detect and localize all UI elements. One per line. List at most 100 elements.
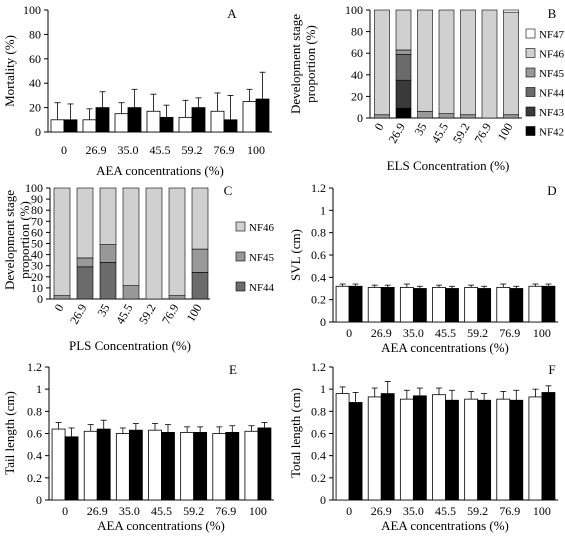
x-tick-label: 35.0 bbox=[403, 326, 424, 340]
y-tick-label: 20 bbox=[29, 101, 41, 115]
bar-control bbox=[528, 285, 543, 323]
stacked-segment-nf45 bbox=[168, 295, 186, 300]
bar-control bbox=[244, 430, 259, 501]
stacked-segment-nf46 bbox=[438, 9, 455, 114]
y-tick-label: 0.6 bbox=[311, 248, 326, 262]
y-tick-label: 1 bbox=[320, 203, 326, 217]
legend-swatch-nf44 bbox=[525, 87, 536, 97]
y-tick-label: 1 bbox=[36, 382, 42, 396]
stacked-segment-nf46 bbox=[417, 9, 433, 112]
bar-control bbox=[115, 433, 130, 501]
x-tick-label: 0 bbox=[61, 143, 67, 157]
y-tick-label: 0 bbox=[37, 292, 43, 306]
bar-treatment bbox=[412, 395, 427, 501]
x-tick-label: 59.2 bbox=[182, 143, 203, 157]
stacked-segment-nf46 bbox=[168, 187, 186, 296]
panel-f-total-length-chart: F 0 0.2 0.4 0.6 0.8 1 1.2 AEA concentrations (%… bbox=[288, 360, 558, 533]
y-axis-label-line1: Development stage bbox=[2, 190, 17, 290]
bar-treatment bbox=[255, 98, 270, 133]
bar-control bbox=[148, 429, 162, 501]
bar-control bbox=[367, 286, 382, 323]
bar-treatment bbox=[477, 399, 492, 501]
y-tick-label: 1.2 bbox=[311, 360, 326, 374]
x-tick-label: 45.5 bbox=[151, 504, 172, 518]
bar-control bbox=[335, 285, 350, 323]
x-axis-label: AEA concentrations (%) bbox=[381, 340, 509, 355]
legend-label: NF47 bbox=[539, 29, 565, 41]
stacked-segment-nf46 bbox=[481, 9, 498, 119]
y-axis-label-line2: proportion (%) bbox=[17, 201, 32, 279]
bar-treatment bbox=[161, 431, 175, 501]
x-tick-label: 100 bbox=[249, 504, 267, 518]
bar-control bbox=[50, 119, 65, 133]
stacked-segment-nf44 bbox=[99, 262, 117, 300]
panel-b-els-stage-chart: B 0 20 40 60 80 100 ELS Concentration (%) Devel… bbox=[288, 3, 565, 173]
bar-control bbox=[464, 398, 479, 501]
stacked-segment-nf46 bbox=[374, 9, 390, 116]
legend-label: NF42 bbox=[539, 127, 564, 139]
x-tick-label: 76.9 bbox=[471, 121, 494, 146]
bar-treatment bbox=[95, 107, 110, 133]
stacked-segment-nf44 bbox=[191, 272, 209, 300]
x-tick-label: 59.2 bbox=[467, 504, 488, 518]
stacked-segment-nf44 bbox=[76, 266, 94, 300]
x-tick-label: 26.9 bbox=[67, 302, 90, 327]
stacked-segment-nf46 bbox=[191, 187, 209, 250]
y-axis-label: SVL (cm) bbox=[288, 229, 303, 281]
x-tick-label: 59.2 bbox=[136, 302, 159, 327]
bar-treatment bbox=[445, 399, 459, 501]
stacked-segment-nf46 bbox=[122, 187, 140, 286]
bar-control bbox=[82, 119, 97, 133]
bar-control bbox=[464, 286, 479, 323]
y-tick-label: 80 bbox=[351, 25, 363, 39]
bar-treatment bbox=[191, 107, 206, 133]
x-tick-label: 76.9 bbox=[214, 143, 235, 157]
y-tick-label: 0.4 bbox=[27, 449, 42, 463]
x-tick-label: 76.9 bbox=[499, 326, 520, 340]
y-tick-label: 1.2 bbox=[311, 181, 326, 195]
panel-a-mortality-chart: A 0 20 40 60 80 100 AEA concentrations (%) Mort… bbox=[2, 3, 272, 178]
panel-d-letter: D bbox=[547, 183, 556, 198]
stacked-segment-nf45 bbox=[503, 114, 519, 119]
x-tick-label: 100 bbox=[183, 302, 204, 325]
y-tick-label: 60 bbox=[351, 46, 363, 60]
stacked-segment-nf46 bbox=[460, 9, 476, 116]
x-tick-label: 45.5 bbox=[150, 143, 171, 157]
stacked-segment-nf44 bbox=[395, 53, 412, 81]
y-tick-label: 1 bbox=[320, 382, 326, 396]
legend-swatch-nf46 bbox=[525, 48, 536, 58]
stacked-segment-nf43 bbox=[395, 79, 412, 109]
stacked-segment-nf45 bbox=[374, 114, 390, 119]
y-tick-label: 70 bbox=[31, 214, 43, 228]
y-tick-label: 0.6 bbox=[27, 427, 42, 441]
panel-a-letter: A bbox=[227, 6, 237, 21]
bar-treatment bbox=[380, 393, 395, 501]
stacked-segment-nf45 bbox=[460, 114, 476, 119]
legend-label: NF43 bbox=[539, 107, 565, 119]
stacked-segment-nf42 bbox=[395, 107, 412, 119]
y-tick-label: 0 bbox=[36, 493, 42, 507]
bar-control bbox=[242, 101, 257, 133]
stacked-segment-nf46 bbox=[99, 187, 117, 245]
legend-label: NF46 bbox=[539, 49, 565, 61]
bar-treatment bbox=[96, 428, 111, 501]
y-tick-label: 0.2 bbox=[311, 471, 326, 485]
legend-swatch-nf45 bbox=[525, 67, 536, 78]
legend-label: NF44 bbox=[249, 282, 275, 294]
bar-control bbox=[180, 431, 195, 501]
x-axis-label: PLS Concentration (%) bbox=[69, 338, 191, 353]
stacked-segment-nf45 bbox=[417, 111, 433, 119]
y-tick-label: 20 bbox=[351, 89, 363, 103]
bar-control bbox=[367, 396, 382, 501]
legend-label: NF45 bbox=[249, 252, 275, 264]
bar-treatment bbox=[509, 399, 524, 501]
bar-treatment bbox=[159, 116, 174, 133]
y-axis-label-line1: Development stage bbox=[288, 14, 303, 114]
bar-treatment bbox=[509, 288, 524, 323]
x-tick-label: 100 bbox=[247, 143, 265, 157]
bar-treatment bbox=[128, 429, 143, 501]
bar-control bbox=[528, 396, 543, 501]
x-tick-label: 76.9 bbox=[215, 504, 236, 518]
x-tick-label: 76.9 bbox=[159, 302, 182, 327]
